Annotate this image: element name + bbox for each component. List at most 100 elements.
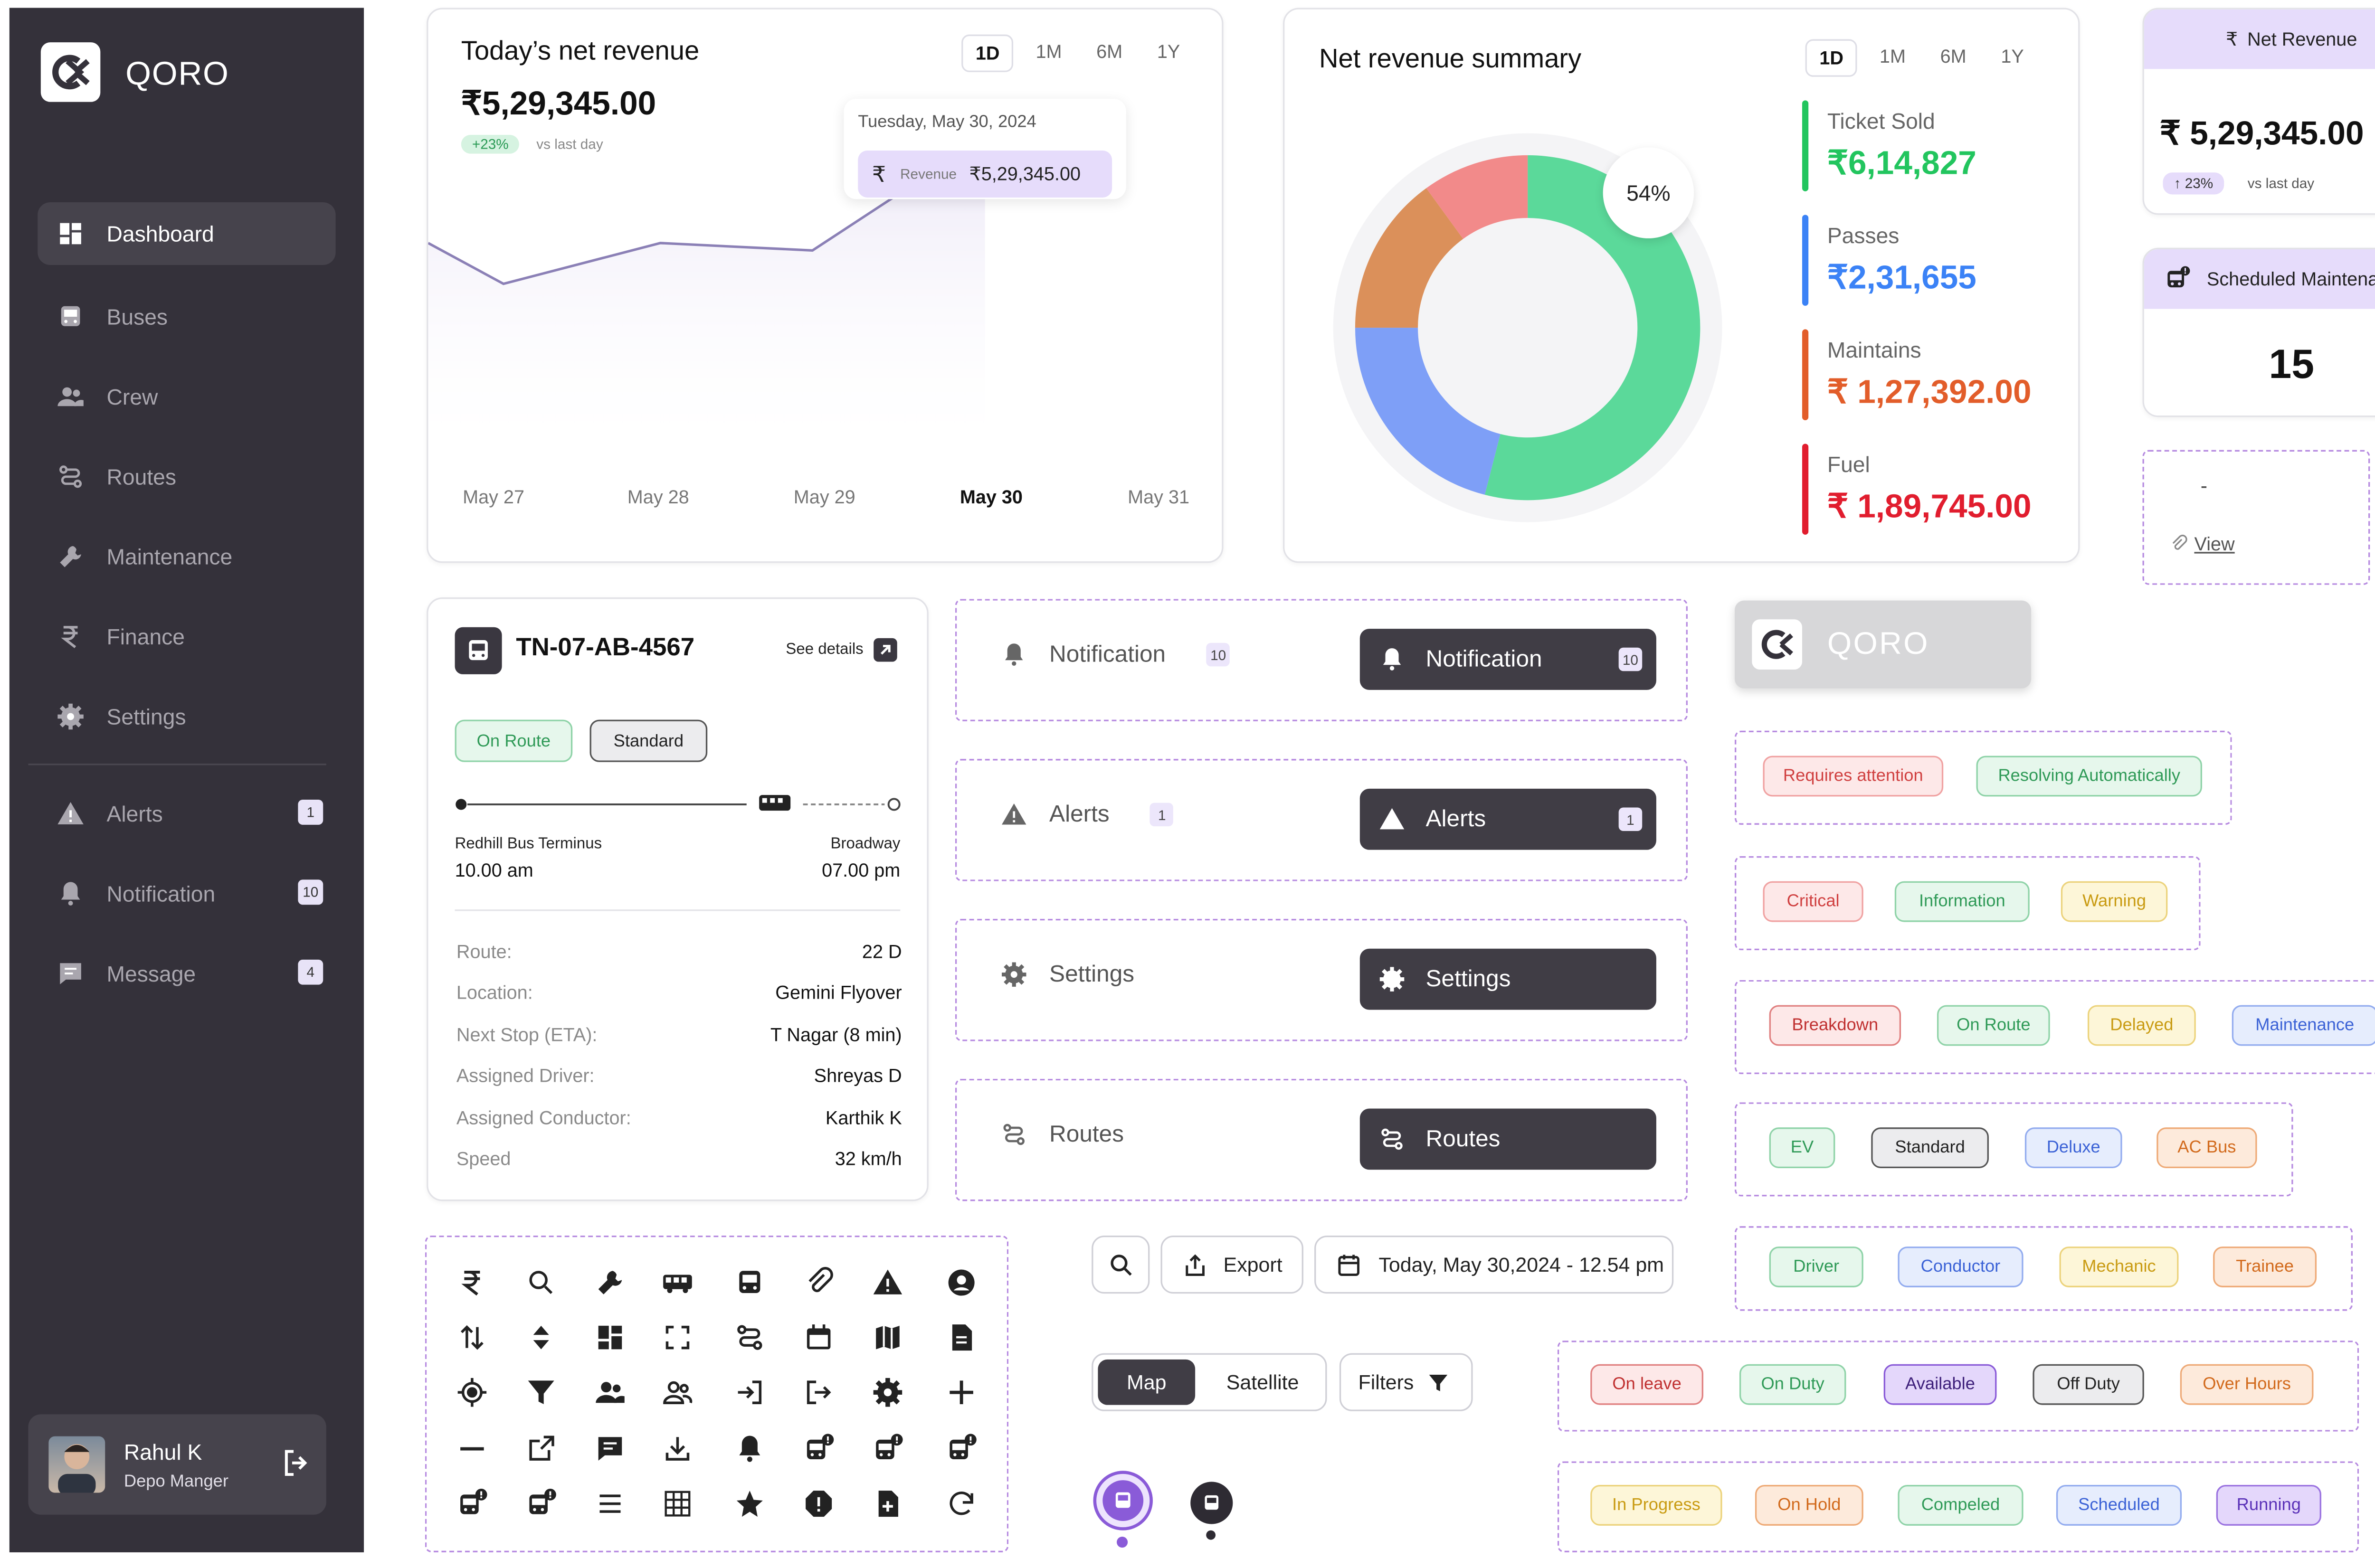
range-6m[interactable]: 6M xyxy=(1928,39,1979,77)
status-badge-compeled: Compeled xyxy=(1898,1485,2023,1526)
rupee-icon: ₹ xyxy=(2226,28,2238,50)
kpi-title: Scheduled Maintenance xyxy=(2207,268,2375,290)
status-badge-driver: Driver xyxy=(1769,1247,1863,1287)
sidebar-item-maintenance[interactable]: Maintenance xyxy=(38,525,335,588)
bus-marker[interactable] xyxy=(1190,1482,1233,1524)
message-icon xyxy=(57,960,85,988)
summary-color-bar xyxy=(1802,215,1808,306)
fullscreen-icon xyxy=(659,1319,696,1356)
attachment-box: - View xyxy=(2143,450,2370,585)
info-value: 22 D xyxy=(862,941,902,963)
button-label: Routes xyxy=(1049,1121,1124,1148)
routes-button-dark[interactable]: Routes xyxy=(1360,1109,1656,1170)
sidebar-item-crew[interactable]: Crew xyxy=(38,365,335,428)
coach-icon xyxy=(659,1264,696,1301)
app-name: QORO xyxy=(125,57,229,94)
sort-icon xyxy=(453,1319,491,1356)
external-link-icon[interactable] xyxy=(874,638,897,662)
summary-color-bar xyxy=(1802,444,1808,535)
see-details-link[interactable]: See details xyxy=(786,642,863,659)
settings-button-light[interactable]: Settings xyxy=(1001,961,1134,988)
bus-alert-icon xyxy=(522,1485,560,1522)
routes-button-light[interactable]: Routes xyxy=(1001,1121,1124,1148)
rupee-icon xyxy=(453,1264,491,1301)
info-row: Route:22 D xyxy=(456,941,902,963)
range-1m[interactable]: 1M xyxy=(1867,39,1919,77)
filters-button[interactable]: Filters xyxy=(1340,1353,1473,1411)
crew-icon xyxy=(591,1374,629,1411)
view-link[interactable]: View xyxy=(2194,533,2234,555)
summary-label: Maintains xyxy=(1827,337,1921,362)
info-value: Gemini Flyover xyxy=(775,982,902,1004)
divider xyxy=(28,764,326,765)
date-picker[interactable]: Today, May 30,2024 - 12.54 pm xyxy=(1314,1236,1673,1294)
status-badge-over-hours: Over Hours xyxy=(2180,1364,2314,1405)
logo-button-label: QORO xyxy=(1827,626,1929,662)
sidebar-item-routes[interactable]: Routes xyxy=(38,445,335,508)
status-badge-requires-attention: Requires attention xyxy=(1763,756,1943,797)
bell-icon xyxy=(1378,646,1405,672)
logo-button[interactable]: QORO xyxy=(1735,601,2031,689)
summary-color-bar xyxy=(1802,100,1808,191)
paperclip-icon xyxy=(800,1264,837,1301)
avatar xyxy=(48,1436,105,1493)
gear-icon xyxy=(869,1374,906,1411)
chart-tooltip: Tuesday, May 30, 2024 ₹ Revenue ₹5,29,34… xyxy=(844,99,1126,199)
kpi-change: ↑ 23% xyxy=(2163,172,2224,194)
export-button[interactable]: Export xyxy=(1160,1236,1303,1294)
button-variant-row: Routes Routes xyxy=(955,1079,1688,1201)
sidebar-item-buses[interactable]: Buses xyxy=(38,285,335,348)
refresh-icon xyxy=(943,1485,980,1522)
sidebar-item-dashboard[interactable]: Dashboard xyxy=(38,202,335,265)
range-1d[interactable]: 1D xyxy=(1805,39,1858,77)
marker-dot xyxy=(1206,1530,1216,1540)
count-badge: 1 xyxy=(1619,808,1643,831)
user-circle-icon xyxy=(943,1264,980,1301)
settings-button-dark[interactable]: Settings xyxy=(1360,949,1656,1010)
routes-icon xyxy=(731,1319,769,1356)
status-badge-ev: EV xyxy=(1769,1127,1835,1168)
card-title: Net revenue summary xyxy=(1319,44,1581,75)
donut-percent-label: 54% xyxy=(1603,147,1694,238)
updown-icon xyxy=(522,1319,560,1356)
sidebar-item-settings[interactable]: Settings xyxy=(38,685,335,748)
status-badge-on-duty: On Duty xyxy=(1739,1364,1846,1405)
summary-label: Fuel xyxy=(1827,452,1870,477)
tooltip-value: ₹5,29,345.00 xyxy=(969,163,1081,185)
search-button[interactable] xyxy=(1092,1236,1150,1294)
satellite-tab[interactable]: Satellite xyxy=(1206,1360,1319,1405)
info-key: Assigned Conductor: xyxy=(456,1106,631,1128)
sidebar-item-finance[interactable]: Finance xyxy=(38,605,335,668)
range-1y[interactable]: 1Y xyxy=(1988,39,2036,77)
crew-icon xyxy=(57,383,85,411)
info-key: Assigned Driver: xyxy=(456,1065,595,1087)
status-badge-warning: Warning xyxy=(2061,881,2168,922)
revenue-card: Today’s net revenue ₹5,29,345.00 +23% vs… xyxy=(427,8,1223,563)
filter-icon xyxy=(522,1374,560,1411)
destination-time: 07.00 pm xyxy=(822,859,900,881)
sidebar-item-label: Message xyxy=(107,961,196,986)
bus-marker-selected[interactable] xyxy=(1093,1471,1152,1530)
logout-icon[interactable] xyxy=(279,1445,314,1480)
wrench-icon xyxy=(57,542,85,570)
message-icon xyxy=(591,1430,629,1467)
status-badge-information: Information xyxy=(1895,881,2030,922)
bus-icon xyxy=(1201,1493,1222,1513)
map-tab[interactable]: Map xyxy=(1098,1360,1195,1405)
user-role: Depo Manger xyxy=(124,1473,228,1492)
rupee-icon xyxy=(57,623,85,651)
wrench-icon xyxy=(591,1264,629,1301)
error-icon xyxy=(800,1485,837,1522)
kpi-header: ₹Net Revenue xyxy=(2144,9,2375,69)
